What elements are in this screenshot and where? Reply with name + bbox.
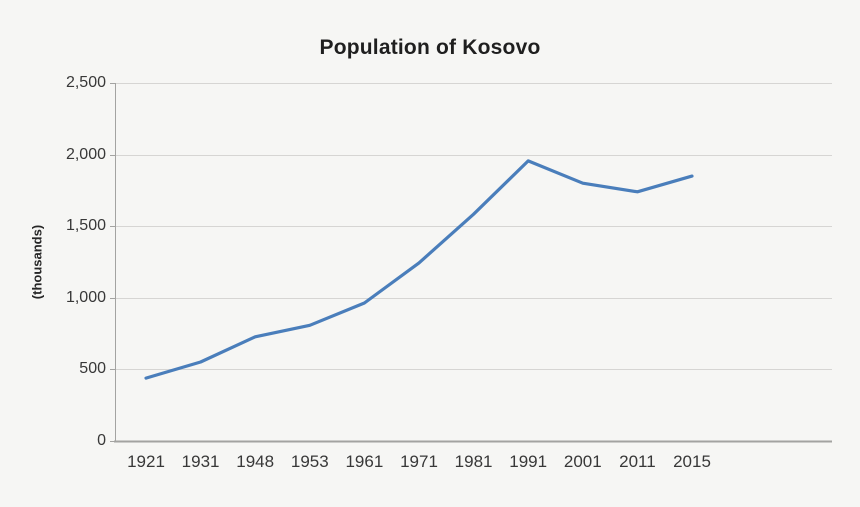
y-axis-tick-label: 500 bbox=[79, 360, 106, 378]
population-series-line bbox=[144, 159, 694, 380]
x-axis-tick-label: 1971 bbox=[400, 452, 438, 471]
x-axis-tick-label: 1961 bbox=[345, 452, 384, 471]
x-axis-tick-label: 1981 bbox=[454, 452, 493, 471]
y-axis-tick-label: 1,500 bbox=[65, 217, 106, 235]
chart-title: Population of Kosovo bbox=[319, 36, 541, 59]
x-axis-tick-label: 1948 bbox=[236, 452, 275, 471]
y-axis-tick-label: 1,000 bbox=[65, 288, 106, 306]
x-axis-tick-label: 1921 bbox=[127, 452, 165, 471]
y-axis-tick-label: 2,000 bbox=[65, 145, 106, 163]
x-axis-tick-label: 1931 bbox=[181, 452, 220, 471]
y-axis-tick-label: 2,500 bbox=[65, 74, 106, 91]
x-axis-tick-label: 2001 bbox=[563, 452, 602, 471]
x-axis-tick-label: 1991 bbox=[509, 452, 548, 471]
x-axis-tick-label: 2015 bbox=[673, 452, 711, 471]
y-axis-tick-label: 0 bbox=[97, 432, 106, 449]
x-axis-tick-label: 2011 bbox=[619, 452, 656, 471]
x-axis-tick-label: 1953 bbox=[290, 452, 329, 471]
